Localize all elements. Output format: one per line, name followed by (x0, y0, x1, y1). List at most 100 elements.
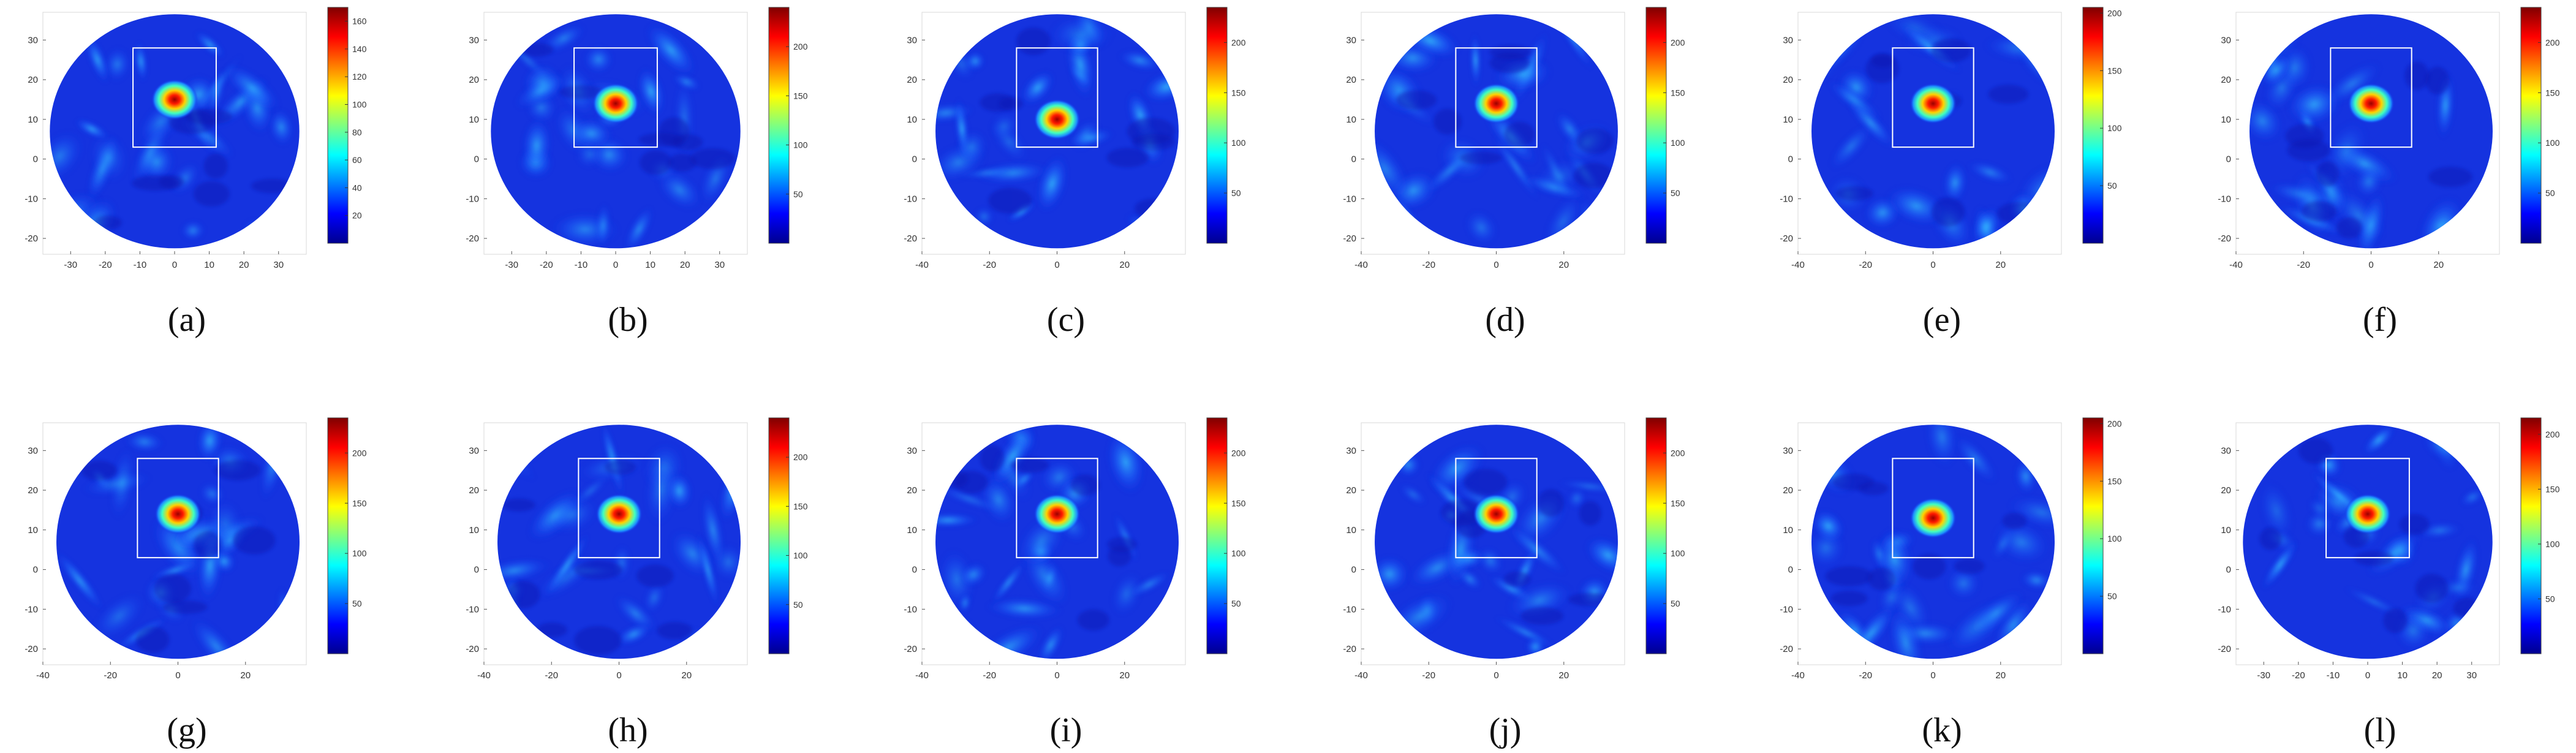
panel-d: -40 -20 0 20 -20 -10 0 10 20 30 50 100 150 200 (d) (1343, 7, 1685, 339)
colorbar-tick-label: 100 (1671, 548, 1685, 558)
panel-caption: (h) (608, 711, 648, 749)
y-tick-label: 10 (469, 525, 479, 535)
panel-g: -40 -20 0 20 -20 -10 0 10 20 30 50 100 150 200 (g) (25, 417, 367, 749)
colorbar-tick-label: 150 (1671, 88, 1685, 97)
x-tick-label: -30 (505, 260, 518, 270)
heatmap-texture (1106, 148, 1149, 168)
colorbar (327, 7, 349, 244)
heatmap-texture (154, 573, 191, 604)
heatmap-texture (1375, 136, 1411, 202)
heatmap-texture (615, 622, 652, 646)
heatmap-texture (2366, 529, 2422, 578)
x-tick-label: 20 (1119, 260, 1130, 270)
y-tick-label: 10 (2221, 525, 2231, 535)
heatmap-texture (1538, 489, 1565, 517)
heatmap-texture (130, 117, 171, 187)
colorbar (2520, 417, 2542, 654)
heatmap-texture (1968, 589, 2025, 637)
y-tick-label: 0 (474, 154, 479, 165)
heatmap-peak (1909, 498, 1957, 539)
heatmap-texture (1884, 184, 1949, 227)
y-tick-label: 0 (2226, 565, 2231, 575)
heatmap-texture (1584, 535, 1618, 575)
x-tick-label: -10 (134, 260, 147, 270)
heatmap-texture (81, 460, 117, 481)
x-tick-label: -20 (99, 260, 112, 270)
x-tick-label: 30 (2466, 670, 2477, 681)
x-tick-label: 20 (1558, 670, 1569, 681)
panel-c: -40 -20 0 20 -20 -10 0 10 20 30 50 100 150 200 (c) (904, 7, 1246, 339)
colorbar (327, 417, 349, 654)
y-tick-label: -10 (904, 194, 917, 204)
y-tick-label: -20 (25, 644, 38, 654)
y-tick-label: 20 (907, 485, 917, 496)
colorbar-tick-label: 50 (793, 600, 803, 610)
colorbar (1206, 7, 1228, 244)
heatmap-texture (1016, 27, 1051, 55)
target-box (1455, 458, 1538, 559)
heatmap-texture (1399, 483, 1428, 506)
heatmap-peak (2347, 83, 2395, 124)
x-tick-label: -10 (2327, 670, 2340, 681)
heatmap-texture (1464, 469, 1508, 496)
heatmap-texture (88, 131, 130, 183)
y-tick-label: -20 (1343, 233, 1356, 244)
heatmap-peak (1033, 99, 1081, 140)
x-tick-label: 20 (680, 260, 690, 270)
colorbar-tick-label: 150 (2107, 66, 2122, 75)
x-tick-label: 20 (1558, 260, 1569, 270)
heatmap-texture (574, 560, 623, 580)
heatmap-texture (1925, 425, 1959, 469)
y-tick-label: -10 (466, 194, 479, 204)
y-tick-label: -10 (1780, 194, 1793, 204)
colorbar-tick-label: 200 (1671, 37, 1685, 47)
heatmap-texture (513, 72, 568, 110)
heatmap-texture (1107, 537, 1137, 553)
colorbar (1645, 417, 1667, 654)
x-tick-label: -20 (1422, 260, 1435, 270)
heatmap-texture (1141, 70, 1179, 104)
panel-k: -40 -20 0 20 -20 -10 0 10 20 30 50 100 150 200 (k) (1780, 417, 2122, 749)
heatmap-texture (1858, 482, 1889, 496)
heatmap-texture (657, 622, 693, 640)
target-box (137, 458, 219, 559)
target-box (573, 47, 658, 148)
x-tick-label: 0 (1930, 670, 1935, 681)
heatmap-texture (1020, 69, 1056, 106)
colorbar-tick-label: 150 (1231, 88, 1246, 97)
colorbar (1206, 417, 1228, 654)
y-tick-label: 10 (2221, 115, 2231, 125)
x-tick-label: -20 (1859, 670, 1872, 681)
heatmap-texture (2383, 608, 2408, 634)
panel-caption: (k) (1922, 711, 1962, 749)
y-tick-label: -10 (2218, 604, 2231, 615)
colorbar-tick-label: 100 (1231, 548, 1246, 558)
heatmap-texture (1931, 38, 1971, 62)
heatmap-texture (507, 581, 540, 608)
heatmap-texture (2344, 586, 2404, 618)
colorbar-tick-label: 200 (352, 448, 367, 458)
heatmap-texture (2354, 551, 2394, 566)
heatmap-texture (1811, 527, 1846, 569)
heatmap-texture (1504, 121, 1535, 148)
panel-h: -40 -20 0 20 -20 -10 0 10 20 30 50 100 150 200 (h) (466, 417, 808, 749)
colorbar-tick-label: 150 (352, 498, 367, 508)
panel-j: -40 -20 0 20 -20 -10 0 10 20 30 50 100 150 200 (j) (1343, 417, 1685, 749)
panel-caption: (b) (608, 301, 648, 339)
panel-caption: (j) (1489, 711, 1522, 749)
panel-caption: (f) (2363, 301, 2397, 339)
heatmap-texture (133, 40, 149, 83)
colorbar-tick-label: 50 (793, 189, 803, 199)
heatmap-texture (1433, 108, 1462, 135)
y-tick-label: -20 (2218, 233, 2231, 244)
heatmap-texture (1835, 186, 1873, 201)
heatmap-peak (592, 83, 639, 124)
colorbar-tick-label: 200 (1231, 448, 1246, 458)
y-tick-label: 20 (2221, 485, 2231, 496)
y-tick-label: 30 (28, 35, 38, 45)
heatmap-texture (1932, 197, 1965, 227)
colorbar-tick-label: 200 (2545, 429, 2560, 439)
heatmap-texture (1520, 607, 1564, 625)
y-tick-label: 10 (28, 115, 38, 125)
heatmap-texture (2259, 527, 2282, 550)
